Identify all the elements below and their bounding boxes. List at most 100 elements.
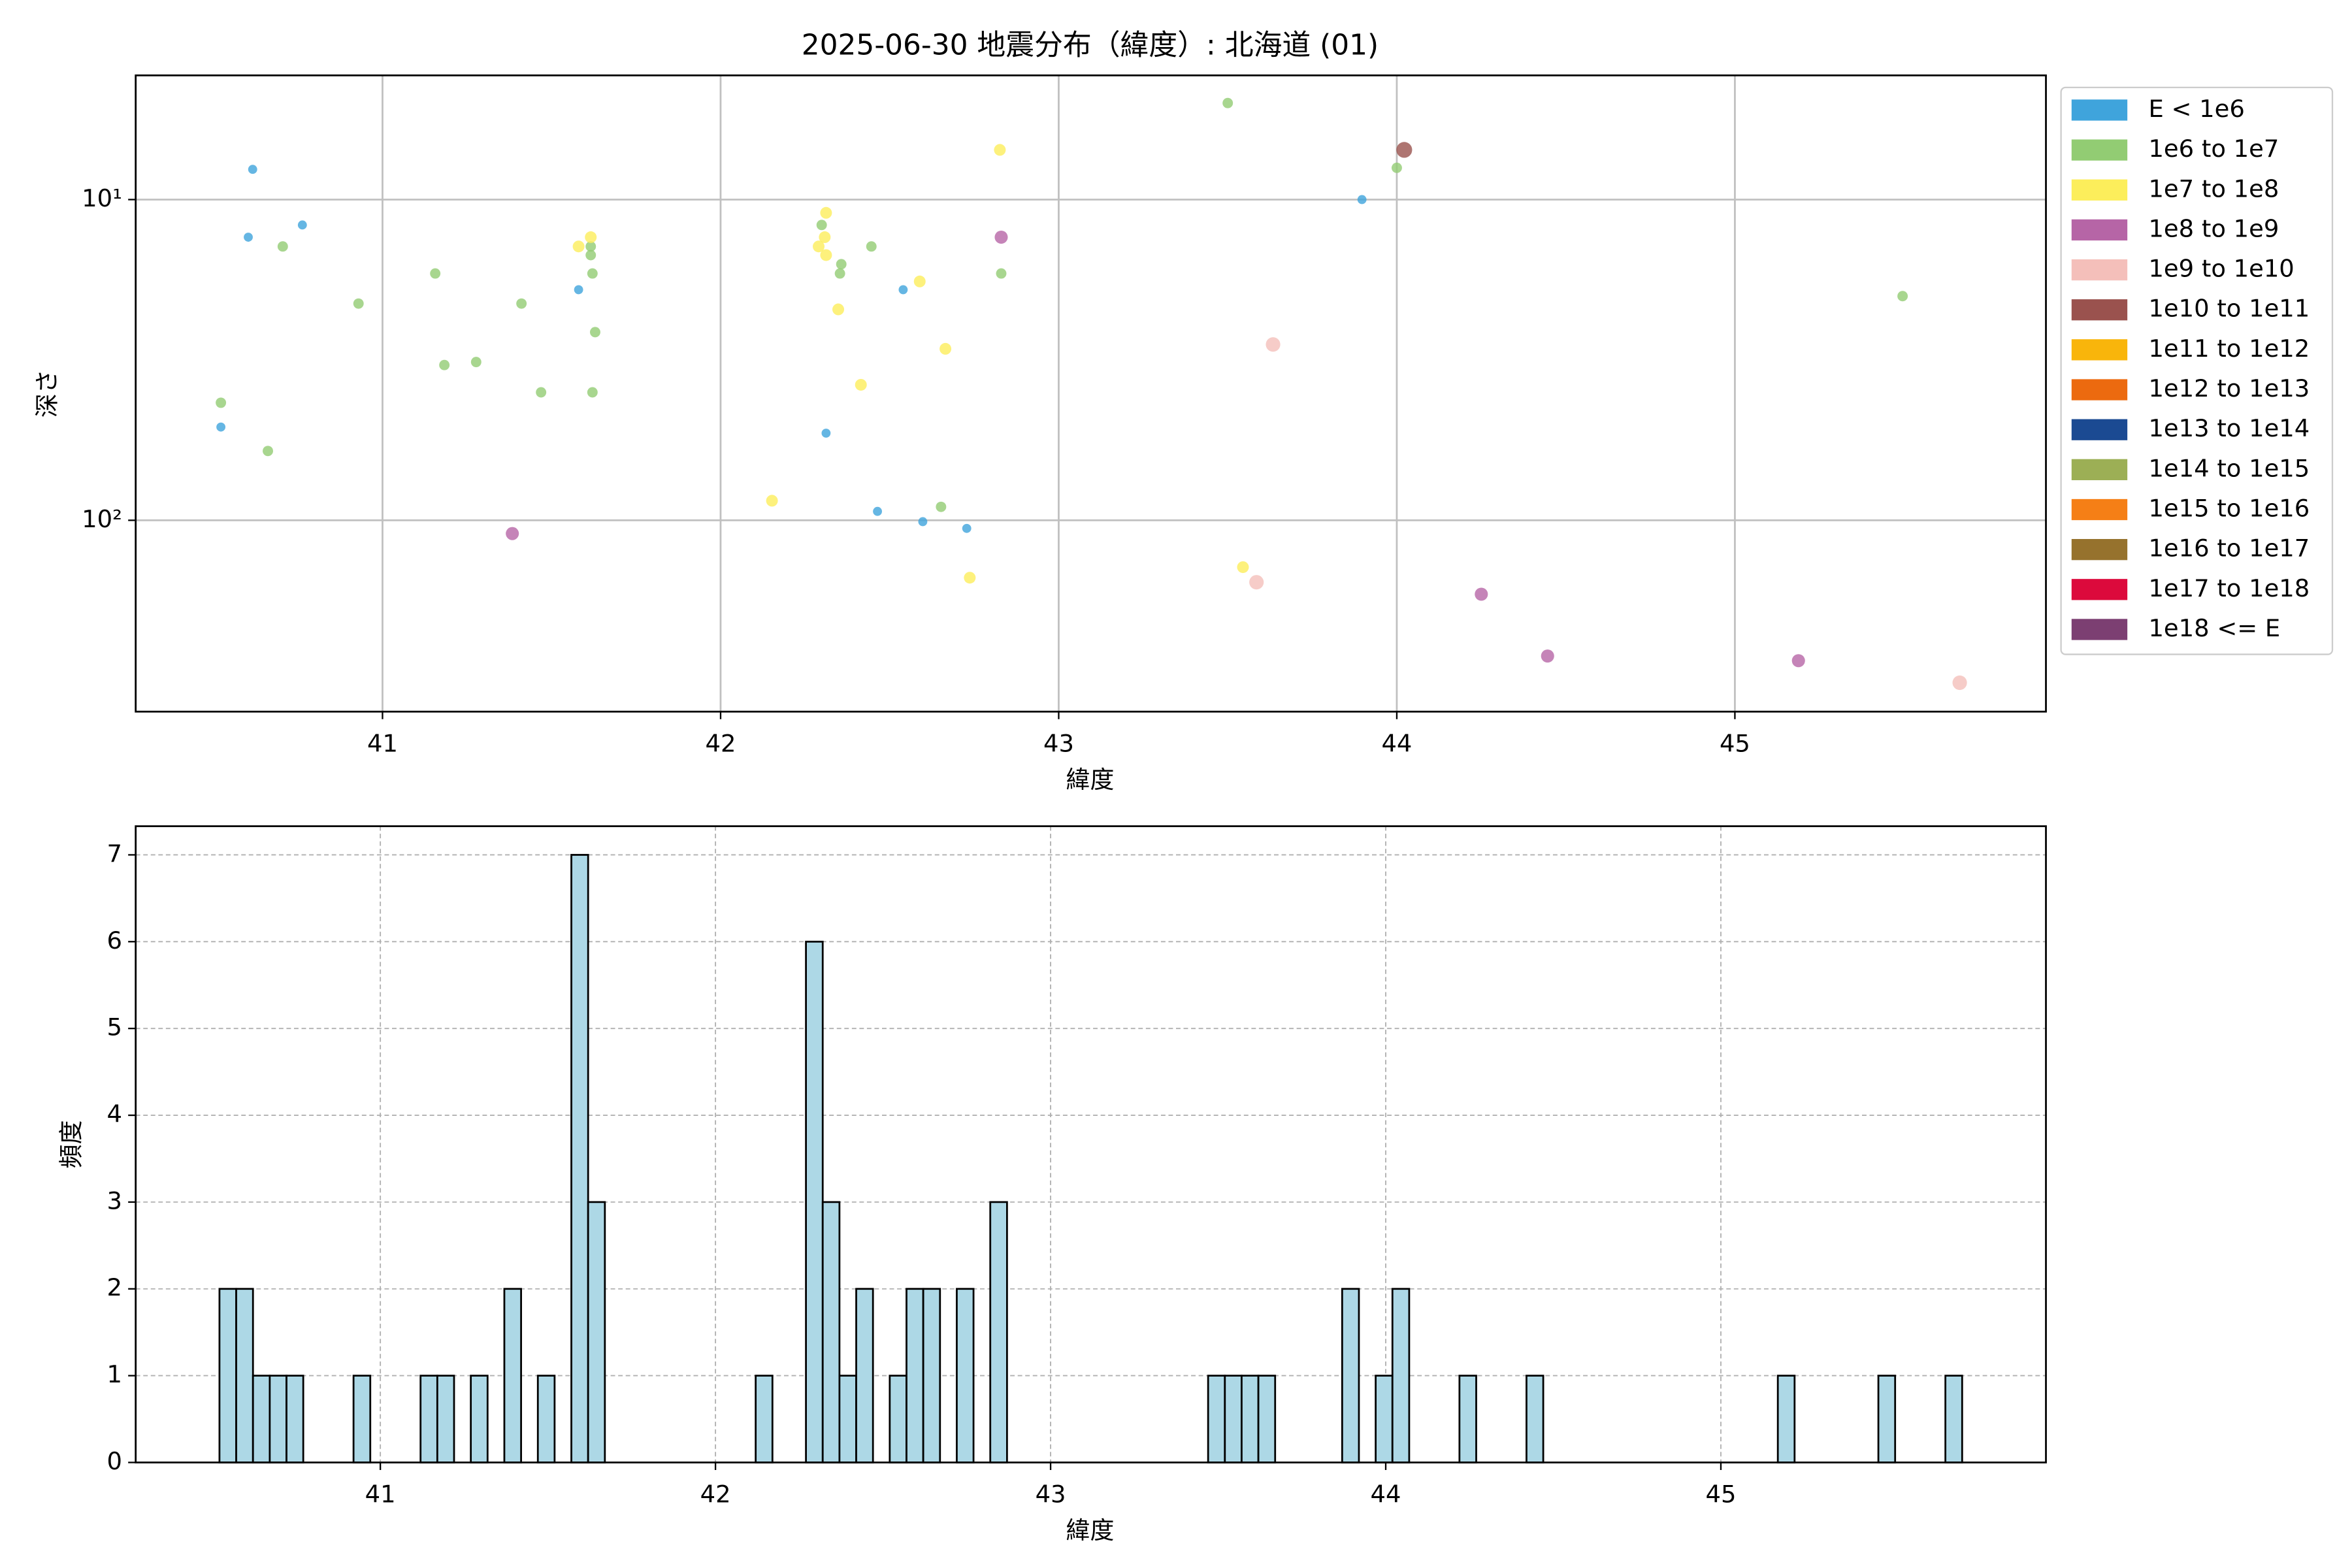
data-point [936,501,947,512]
data-point [1475,587,1488,601]
histogram-bar [587,1201,606,1463]
histogram-bar [235,1288,254,1463]
legend-label: 1e13 to 1e14 [2148,414,2310,442]
data-point [821,429,831,438]
data-point [816,220,827,231]
legend-label: 1e7 to 1e8 [2148,174,2279,203]
data-point [506,527,519,540]
data-point [996,268,1007,279]
histogram-bar [1776,1375,1796,1463]
legend-swatch [2071,99,2128,121]
legend-label: 1e11 to 1e12 [2148,335,2310,363]
data-point [1357,195,1367,204]
legend-label: 1e18 <= E [2148,614,2280,642]
legend-label: 1e16 to 1e17 [2148,534,2310,563]
histogram-bar [503,1288,522,1463]
data-point [913,275,926,287]
histogram-bar [252,1375,271,1463]
legend-swatch [2071,179,2128,201]
histogram-bar [922,1288,941,1463]
legend-label: 1e6 to 1e7 [2148,135,2279,163]
data-point [1791,654,1805,668]
data-point [1222,97,1233,108]
histogram-bar [1458,1375,1477,1463]
data-point [820,206,832,219]
data-point [574,285,583,295]
data-point [587,387,598,398]
data-point [470,357,482,368]
y-tick-label: 4 [106,1100,122,1128]
data-point [297,220,307,230]
data-point [898,285,908,295]
legend-swatch [2071,459,2128,480]
data-point [1897,291,1908,302]
data-point [244,233,253,242]
legend-label: 1e8 to 1e9 [2148,214,2279,242]
data-point [866,241,877,252]
histogram-bar [838,1375,857,1463]
legend-label: 1e17 to 1e18 [2148,574,2310,602]
x-axis-label: 緯度 [1066,766,1115,794]
legend-swatch [2071,139,2128,161]
data-point [994,144,1006,156]
x-tick-label: 45 [1705,1480,1736,1509]
y-tick-label: 6 [106,926,122,955]
data-point [918,517,928,527]
histogram-bar [805,940,824,1463]
x-tick-label: 45 [1720,730,1750,758]
histogram-bar [1341,1288,1360,1463]
legend-swatch [2071,579,2128,600]
y-tick-label: 10² [82,505,122,533]
data-point [994,230,1008,244]
legend-swatch [2071,299,2128,321]
y-tick-label: 3 [106,1186,122,1215]
histogram-bar [470,1375,489,1463]
legend-label: 1e15 to 1e16 [2148,495,2310,523]
data-point [516,298,527,309]
data-point [819,231,831,244]
data-point [1266,337,1281,352]
legend-box [2060,86,2334,655]
legend-swatch [2071,379,2128,400]
data-point [353,298,364,309]
y-tick-label: 10¹ [82,184,122,212]
y-tick-label: 5 [106,1013,122,1041]
plot-frame [135,825,2047,1463]
legend-swatch [2071,219,2128,241]
data-point [1396,142,1413,158]
histogram-bar [1391,1288,1411,1463]
histogram-bar [906,1288,924,1463]
x-tick-label: 41 [365,1480,396,1509]
histogram-bar [989,1201,1008,1463]
histogram-bar [286,1375,304,1463]
x-axis-label: 緯度 [1066,1516,1115,1544]
data-point [587,268,598,279]
x-tick-label: 44 [1371,1480,1401,1509]
data-point [813,240,825,253]
legend-label: 1e14 to 1e15 [2148,454,2310,482]
histogram-bar [570,854,589,1463]
legend-label: 1e9 to 1e10 [2148,255,2294,283]
legend-swatch [2071,419,2128,440]
histogram-bar [1375,1375,1394,1463]
histogram-bar [1207,1375,1226,1463]
data-point [248,165,257,174]
data-point [1249,575,1264,590]
x-tick-label: 44 [1381,730,1412,758]
histogram-bar [1224,1375,1243,1463]
histogram-bar [218,1288,237,1463]
data-point [536,387,547,398]
histogram-bar [436,1375,455,1463]
histogram-bar [755,1375,774,1463]
y-tick-label: 0 [106,1447,122,1475]
data-point [585,241,596,252]
data-point [766,495,778,507]
data-point [1391,162,1402,173]
legend-label: 1e10 to 1e11 [2148,295,2310,323]
plot-frame [135,74,2047,713]
data-point [585,231,597,244]
legend-label: 1e12 to 1e13 [2148,374,2310,402]
data-point [873,506,882,516]
histogram-bar [1241,1375,1260,1463]
